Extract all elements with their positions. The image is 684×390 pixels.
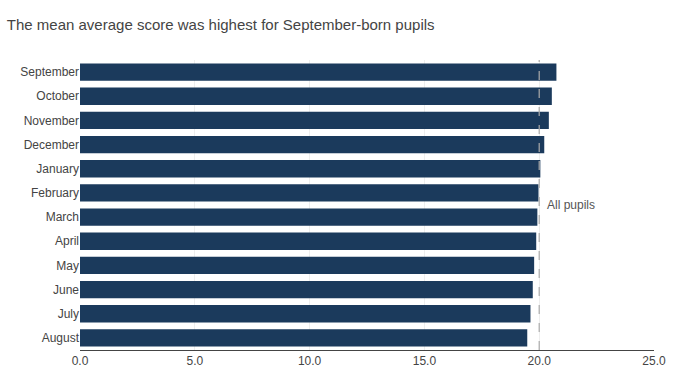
svg-text:The mean average score was hig: The mean average score was highest for S… — [7, 16, 435, 33]
svg-text:January: January — [36, 162, 79, 176]
svg-text:February: February — [31, 186, 79, 200]
svg-text:10.0: 10.0 — [298, 354, 322, 368]
svg-text:20.0: 20.0 — [528, 354, 552, 368]
svg-text:March: March — [46, 210, 79, 224]
svg-text:25.0: 25.0 — [642, 354, 666, 368]
svg-text:All pupils: All pupils — [547, 198, 595, 212]
svg-text:April: April — [55, 234, 79, 248]
svg-text:September: September — [20, 65, 79, 79]
svg-text:June: June — [53, 283, 79, 297]
svg-text:August: August — [42, 331, 80, 345]
svg-text:0.0: 0.0 — [72, 354, 89, 368]
svg-text:15.0: 15.0 — [413, 354, 437, 368]
svg-text:December: December — [24, 138, 79, 152]
svg-text:May: May — [56, 259, 79, 273]
svg-text:July: July — [58, 307, 79, 321]
svg-text:5.0: 5.0 — [186, 354, 203, 368]
svg-text:November: November — [24, 114, 79, 128]
svg-text:October: October — [36, 89, 79, 103]
